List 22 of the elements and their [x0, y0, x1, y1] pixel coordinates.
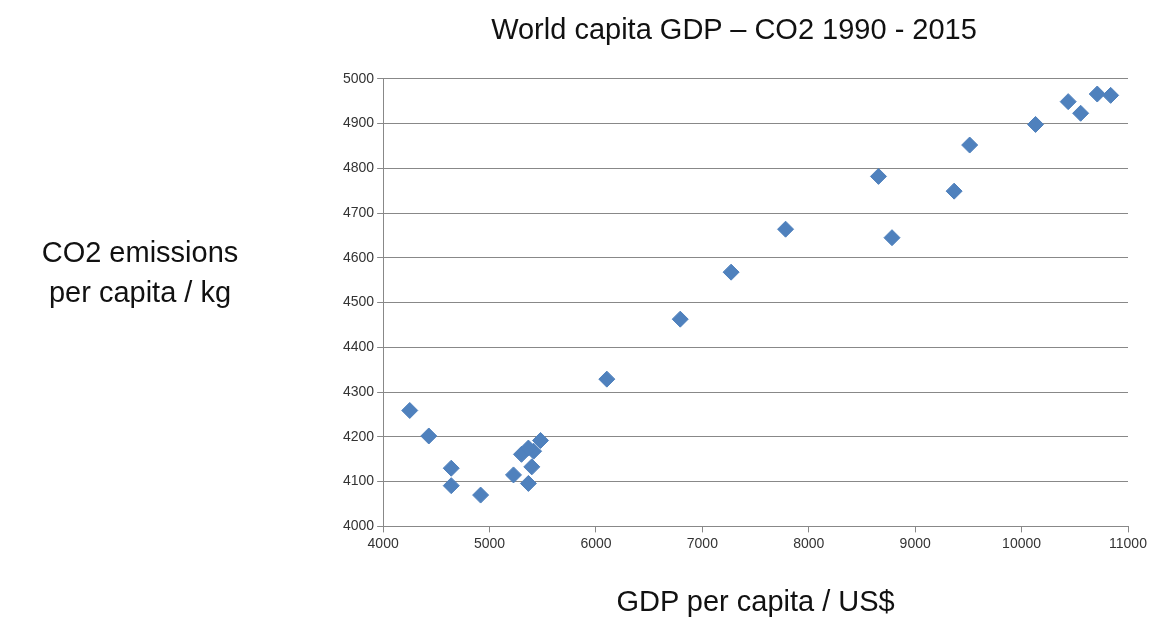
x-tick-label: 7000 [686, 534, 719, 551]
y-tick-label: 4800 [342, 159, 375, 176]
x-tick-label: 10000 [1002, 534, 1042, 551]
y-tick-label: 4600 [342, 248, 375, 265]
y-tick-label: 4400 [342, 338, 375, 355]
y-tick-label: 4900 [342, 114, 375, 131]
y-tick-label: 4200 [342, 427, 375, 444]
y-tick-label: 5000 [342, 69, 375, 86]
chart-title: World capita GDP – CO2 1990 - 2015 [491, 13, 977, 46]
x-axis-title: GDP per capita / US$ [616, 584, 895, 617]
x-tick-label: 6000 [580, 534, 612, 551]
y-tick-label: 4100 [342, 472, 375, 489]
x-tick-label: 8000 [793, 534, 825, 551]
y-tick-label: 4000 [342, 517, 375, 534]
y-tick-label: 4700 [342, 203, 375, 220]
x-tick-label: 5000 [473, 534, 506, 551]
x-tick-label: 11000 [1109, 534, 1148, 551]
x-tick-label: 9000 [899, 534, 931, 551]
y-tick-label: 4300 [342, 382, 375, 399]
y-axis-title: CO2 emissions per capita / kg [40, 235, 240, 310]
x-tick-label: 4000 [367, 534, 399, 551]
y-tick-label: 4500 [342, 293, 375, 310]
